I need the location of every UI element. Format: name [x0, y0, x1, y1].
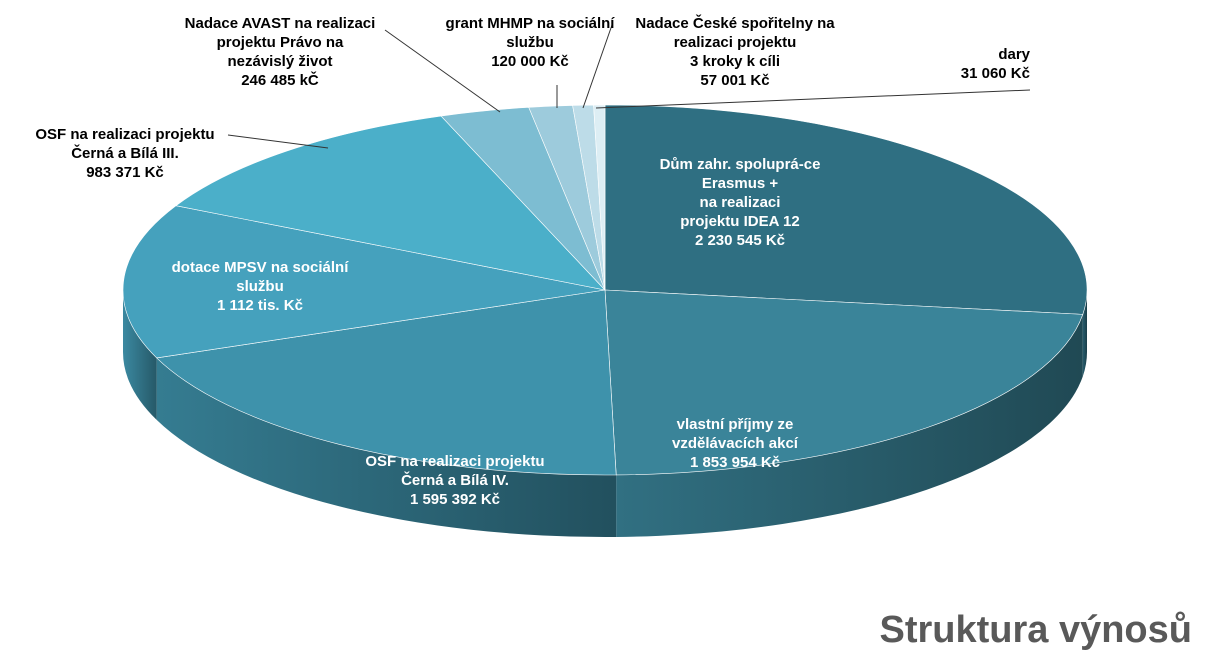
value-label: 1 853 954 Kč [689, 454, 781, 471]
category-label: vlastní příjmy ze vzdělávacích akcí [672, 416, 798, 452]
pie-tops [122, 104, 1088, 476]
slice-label: dotace MPSV na sociální službu 1 112 tis.… [135, 258, 385, 315]
category-label: Dům zahr. spoluprá-ce Erasmus + na reali… [659, 156, 821, 230]
category-label: dary [998, 46, 1030, 63]
value-label: 1 595 392 Kč [409, 491, 501, 508]
pie-slice [604, 289, 1084, 476]
pie-slice-side [156, 357, 617, 537]
leader-line [384, 29, 501, 113]
pie-slice [604, 104, 1088, 315]
pie-slice-side [616, 314, 1083, 537]
slice-label: OSF na realizaci projektu Černá a Bílá I… [330, 452, 580, 509]
chart-title: Struktura výnosů [879, 609, 1192, 651]
value-label: 2 230 545 Kč [694, 232, 786, 249]
slice-label: Nadace AVAST na realizaci projektu Právo… [160, 14, 400, 90]
leader-line [227, 134, 329, 149]
leader-line [582, 24, 613, 109]
pie-slice [593, 104, 606, 291]
value-label: 246 485 kČ [241, 72, 319, 89]
slice-label: vlastní příjmy ze vzdělávacích akcí 1 853… [635, 415, 835, 472]
slice-label: Dům zahr. spoluprá-ce Erasmus + na reali… [640, 155, 840, 250]
slice-label: dary 31 060 Kč [880, 45, 1030, 83]
category-label: OSF na realizaci projektu Černá a Bílá I… [35, 126, 215, 162]
category-label: Nadace České spořitelny na realizaci pro… [635, 15, 835, 70]
slice-label: grant MHMP na sociální službu 120 000 Kč [420, 14, 640, 71]
value-label: 120 000 Kč [491, 53, 569, 70]
value-label: 57 001 Kč [700, 72, 770, 89]
value-label: 983 371 Kč [86, 164, 164, 181]
category-label: grant MHMP na sociální službu [445, 15, 615, 51]
pie-slice-side [123, 290, 157, 420]
category-label: OSF na realizaci projektu Černá a Bílá I… [365, 453, 545, 489]
category-label: Nadace AVAST na realizaci projektu Právo… [184, 15, 376, 70]
value-label: 1 112 tis. Kč [217, 297, 303, 314]
pie-slice [156, 289, 617, 476]
leader-line [595, 89, 1031, 109]
value-label: 31 060 Kč [960, 65, 1030, 82]
slice-label: OSF na realizaci projektu Černá a Bílá I… [20, 125, 230, 182]
category-label: dotace MPSV na sociální službu [171, 259, 349, 295]
pie-slice [122, 205, 606, 359]
slice-label: Nadace České spořitelny na realizaci pro… [605, 14, 865, 90]
pie-slice [175, 115, 606, 291]
